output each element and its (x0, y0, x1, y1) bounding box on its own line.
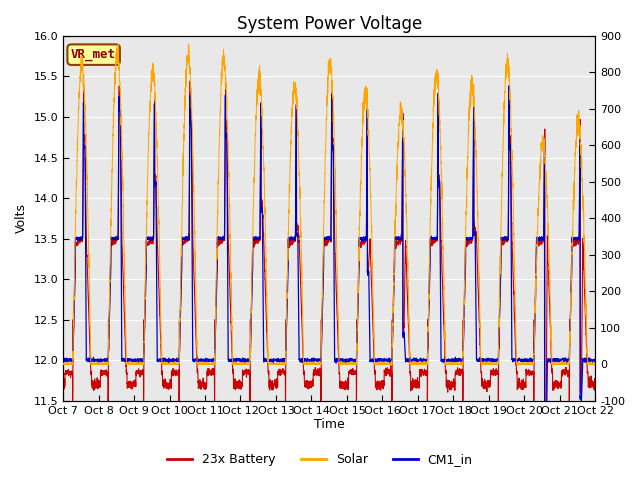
Solar (449, 360, 456, 366)
23x Battery (591, 375, 598, 381)
CM1_in (60, 357, 67, 363)
CM1_in (155, 358, 163, 363)
CM1_in (419, 358, 426, 363)
CM1_in (506, 83, 513, 88)
23x Battery (541, 454, 549, 459)
Solar (60, 361, 67, 367)
CM1_in (448, 357, 456, 362)
CM1_in (591, 356, 599, 362)
CM1_in (309, 358, 317, 364)
Solar (184, 41, 192, 47)
Solar (479, 360, 486, 366)
CM1_in (479, 357, 486, 363)
Legend: 23x Battery, Solar, CM1_in: 23x Battery, Solar, CM1_in (163, 448, 477, 471)
23x Battery (419, 368, 427, 374)
Text: VR_met: VR_met (71, 48, 116, 61)
23x Battery (309, 370, 317, 376)
Solar (591, 361, 598, 367)
Solar (155, 215, 163, 220)
Solar (419, 361, 427, 367)
Line: Solar: Solar (63, 44, 595, 364)
Solar (309, 361, 317, 367)
23x Battery (479, 375, 486, 381)
23x Battery (60, 379, 67, 385)
23x Battery (449, 380, 456, 386)
Title: System Power Voltage: System Power Voltage (237, 15, 422, 33)
X-axis label: Time: Time (314, 419, 344, 432)
Solar (591, 361, 599, 367)
Line: CM1_in: CM1_in (63, 85, 595, 462)
23x Battery (155, 281, 163, 287)
Y-axis label: Volts: Volts (15, 204, 28, 233)
23x Battery (591, 377, 599, 383)
Line: 23x Battery: 23x Battery (63, 81, 595, 456)
CM1_in (591, 359, 598, 365)
CM1_in (542, 459, 550, 465)
23x Battery (186, 78, 194, 84)
